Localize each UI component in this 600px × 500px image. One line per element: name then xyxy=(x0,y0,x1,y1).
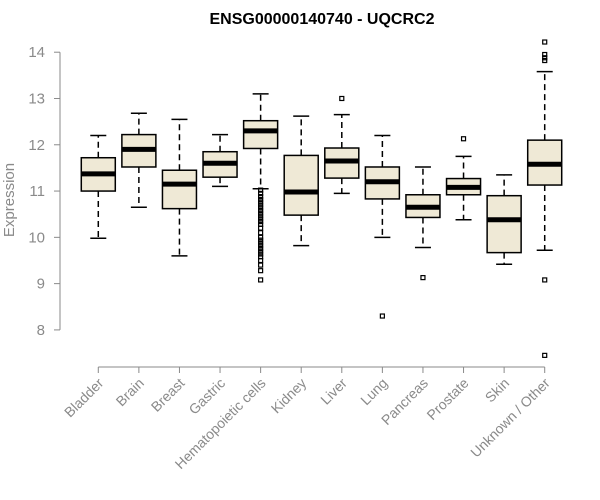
iqr-box xyxy=(161,169,198,210)
outlier-point xyxy=(258,196,264,202)
outlier-point xyxy=(258,234,264,240)
chart-title: ENSG00000140740 - UQCRC2 xyxy=(209,11,434,28)
box-skin xyxy=(486,174,522,265)
outlier-point xyxy=(258,213,264,219)
outlier-point xyxy=(542,57,548,64)
y-tick-label: 9 xyxy=(37,276,45,293)
box-kidney xyxy=(283,115,319,247)
box-unknown-other xyxy=(526,39,563,358)
y-tick-label: 12 xyxy=(28,137,45,154)
iqr-box xyxy=(242,119,279,150)
y-tick-label: 13 xyxy=(28,90,45,107)
outlier-point xyxy=(258,210,264,216)
outlier-point xyxy=(258,219,264,225)
box-bladder xyxy=(80,134,117,240)
x-tick-label: Liver xyxy=(317,375,350,408)
outlier-point xyxy=(258,194,264,200)
x-tick-label: Skin xyxy=(482,375,513,406)
outlier-point xyxy=(258,245,264,252)
outlier-point xyxy=(379,313,385,319)
box-prostate xyxy=(445,136,482,221)
outlier-point xyxy=(258,262,264,268)
x-tick-label: Kidney xyxy=(268,375,310,417)
x-tick-label: Lung xyxy=(357,375,390,408)
outlier-point xyxy=(258,225,264,231)
outlier-point xyxy=(258,187,264,193)
box-pancreas xyxy=(405,166,441,281)
outlier-point xyxy=(339,95,345,102)
y-tick-label: 14 xyxy=(28,44,45,61)
y-tick-group: 8 9 10 11 12 13 14 xyxy=(28,44,60,339)
box-gastric xyxy=(202,133,238,188)
outlier-point xyxy=(258,248,264,254)
x-tick-label: Prostate xyxy=(423,375,471,423)
y-axis: 8 9 10 11 12 13 14 xyxy=(28,44,61,339)
outlier-point xyxy=(460,136,467,142)
outlier-point xyxy=(542,51,548,58)
outlier-point xyxy=(258,205,264,211)
iqr-box xyxy=(283,154,319,216)
outlier-point xyxy=(258,257,264,264)
box-breast xyxy=(161,118,198,257)
outlier-point xyxy=(258,202,264,208)
y-axis-label: Expression xyxy=(1,163,18,237)
box-lung xyxy=(364,134,401,319)
y-tick-label: 8 xyxy=(37,322,45,339)
outlier-point xyxy=(258,268,264,274)
outlier-point xyxy=(542,277,548,283)
box-group xyxy=(80,39,563,358)
outlier-point xyxy=(258,230,264,236)
outlier-point xyxy=(258,190,264,196)
x-tick-label: Brain xyxy=(113,375,147,409)
outlier-point xyxy=(542,39,548,45)
x-tick-label: Bladder xyxy=(61,375,107,421)
x-tick-label: Breast xyxy=(148,375,188,415)
box-hematopoietic-cells xyxy=(242,93,279,283)
y-tick-label: 10 xyxy=(28,229,45,246)
outlier-point xyxy=(258,207,264,214)
outlier-point xyxy=(420,275,426,281)
y-tick-label: 11 xyxy=(29,183,45,200)
outlier-point xyxy=(542,55,548,61)
outlier-point xyxy=(258,240,264,246)
outlier-point xyxy=(258,199,264,205)
iqr-box xyxy=(486,194,522,254)
outlier-point xyxy=(258,243,264,249)
outlier-point xyxy=(542,352,548,358)
outlier-point xyxy=(258,237,264,243)
outlier-point xyxy=(258,251,264,257)
box-brain xyxy=(121,112,157,209)
outlier-point xyxy=(258,277,264,283)
outlier-point xyxy=(258,216,264,222)
box-liver xyxy=(324,95,360,195)
